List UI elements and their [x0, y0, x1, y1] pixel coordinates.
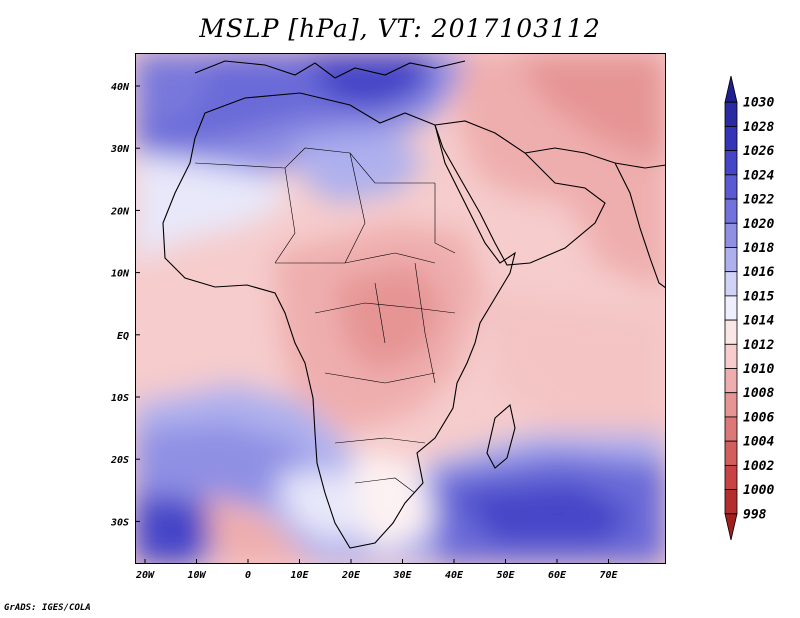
colorbar-level: 1010 [743, 362, 774, 377]
madagascar-outline [486, 403, 516, 469]
colorbar-box [724, 440, 738, 466]
colorbar-box [724, 368, 738, 394]
africa-outline [162, 92, 516, 549]
lon-label: 20W [135, 570, 155, 581]
iran-coast [524, 147, 666, 169]
lon-label: 40E [445, 570, 464, 581]
colorbar-box [724, 464, 738, 490]
colorbar-box [724, 392, 738, 418]
colorbar-level: 1015 [743, 289, 774, 304]
colorbar-box [724, 174, 738, 200]
colorbar-level: 1026 [743, 144, 774, 159]
colorbar-level: 1002 [743, 459, 774, 474]
colorbar-boxes [724, 75, 738, 541]
arabia-outline [434, 120, 606, 266]
lat-label: EQ [117, 331, 129, 342]
lon-label: 70E [599, 570, 618, 581]
lon-label: 0 [245, 570, 251, 581]
borders [194, 147, 456, 494]
colorbar-box [724, 247, 738, 273]
colorbar-box [724, 319, 738, 345]
chart-title: MSLP [hPa], VT: 2017103112 [199, 14, 601, 43]
colorbar-level: 1004 [743, 435, 774, 450]
lat-label: 10N [111, 269, 130, 280]
colorbar-box [724, 126, 738, 152]
map-frame [135, 53, 666, 564]
lat-label: 30S [110, 517, 129, 528]
colorbar-level: 1016 [743, 265, 774, 280]
colorbar-box [724, 416, 738, 442]
colorbar-box [724, 101, 738, 127]
colorbar-box [724, 271, 738, 297]
colorbar-box [724, 295, 738, 321]
colorbar-box [724, 343, 738, 369]
lat-label: 40N [111, 82, 130, 93]
mslp-map [135, 53, 666, 564]
coastlines [162, 60, 666, 549]
colorbar-level: 1006 [743, 410, 774, 425]
lat-label: 20N [110, 206, 130, 217]
colorbar-level: 1014 [743, 314, 774, 329]
lon-label: 20E [341, 570, 361, 581]
colorbar-level: 1022 [743, 193, 774, 208]
colorbar-level: 1030 [743, 96, 774, 111]
grads-credit: GrADS: IGES/COLA [4, 603, 91, 613]
lon-label: 10E [290, 570, 309, 581]
colorbar-box [724, 222, 738, 248]
colorbar-level: 1020 [743, 217, 774, 232]
lon-label: 60E [548, 570, 567, 581]
colorbar-level: 1012 [743, 338, 774, 353]
pressure-field [135, 53, 666, 564]
colorbar-level: 1028 [743, 120, 774, 135]
lat-label: 10S [111, 393, 129, 404]
colorbar: 1030 1028 1026 1024 1022 1020 1018 1016 1015 1014… [724, 75, 774, 541]
colorbar-box [724, 150, 738, 176]
colorbar-arrow-bottom [724, 513, 738, 541]
colorbar-level: 1018 [743, 241, 774, 256]
colorbar-level: 1024 [743, 168, 774, 183]
colorbar-box [724, 489, 738, 515]
europe-coast [194, 60, 466, 79]
colorbar-level: 1000 [743, 483, 774, 498]
lon-label: 50E [496, 570, 515, 581]
colorbar-level: 1008 [743, 386, 774, 401]
lat-label: 30N [110, 144, 130, 155]
colorbar-arrow-top [724, 75, 738, 103]
lon-label: 30E [392, 570, 412, 581]
colorbar-labels: 1030 1028 1026 1024 1022 1020 1018 1016 1015 1014… [743, 96, 774, 523]
colorbar-box [724, 198, 738, 224]
india-outline [614, 162, 666, 289]
lat-label: 20S [110, 455, 129, 466]
lon-label: 10W [187, 570, 206, 581]
colorbar-level: 998 [743, 507, 767, 522]
